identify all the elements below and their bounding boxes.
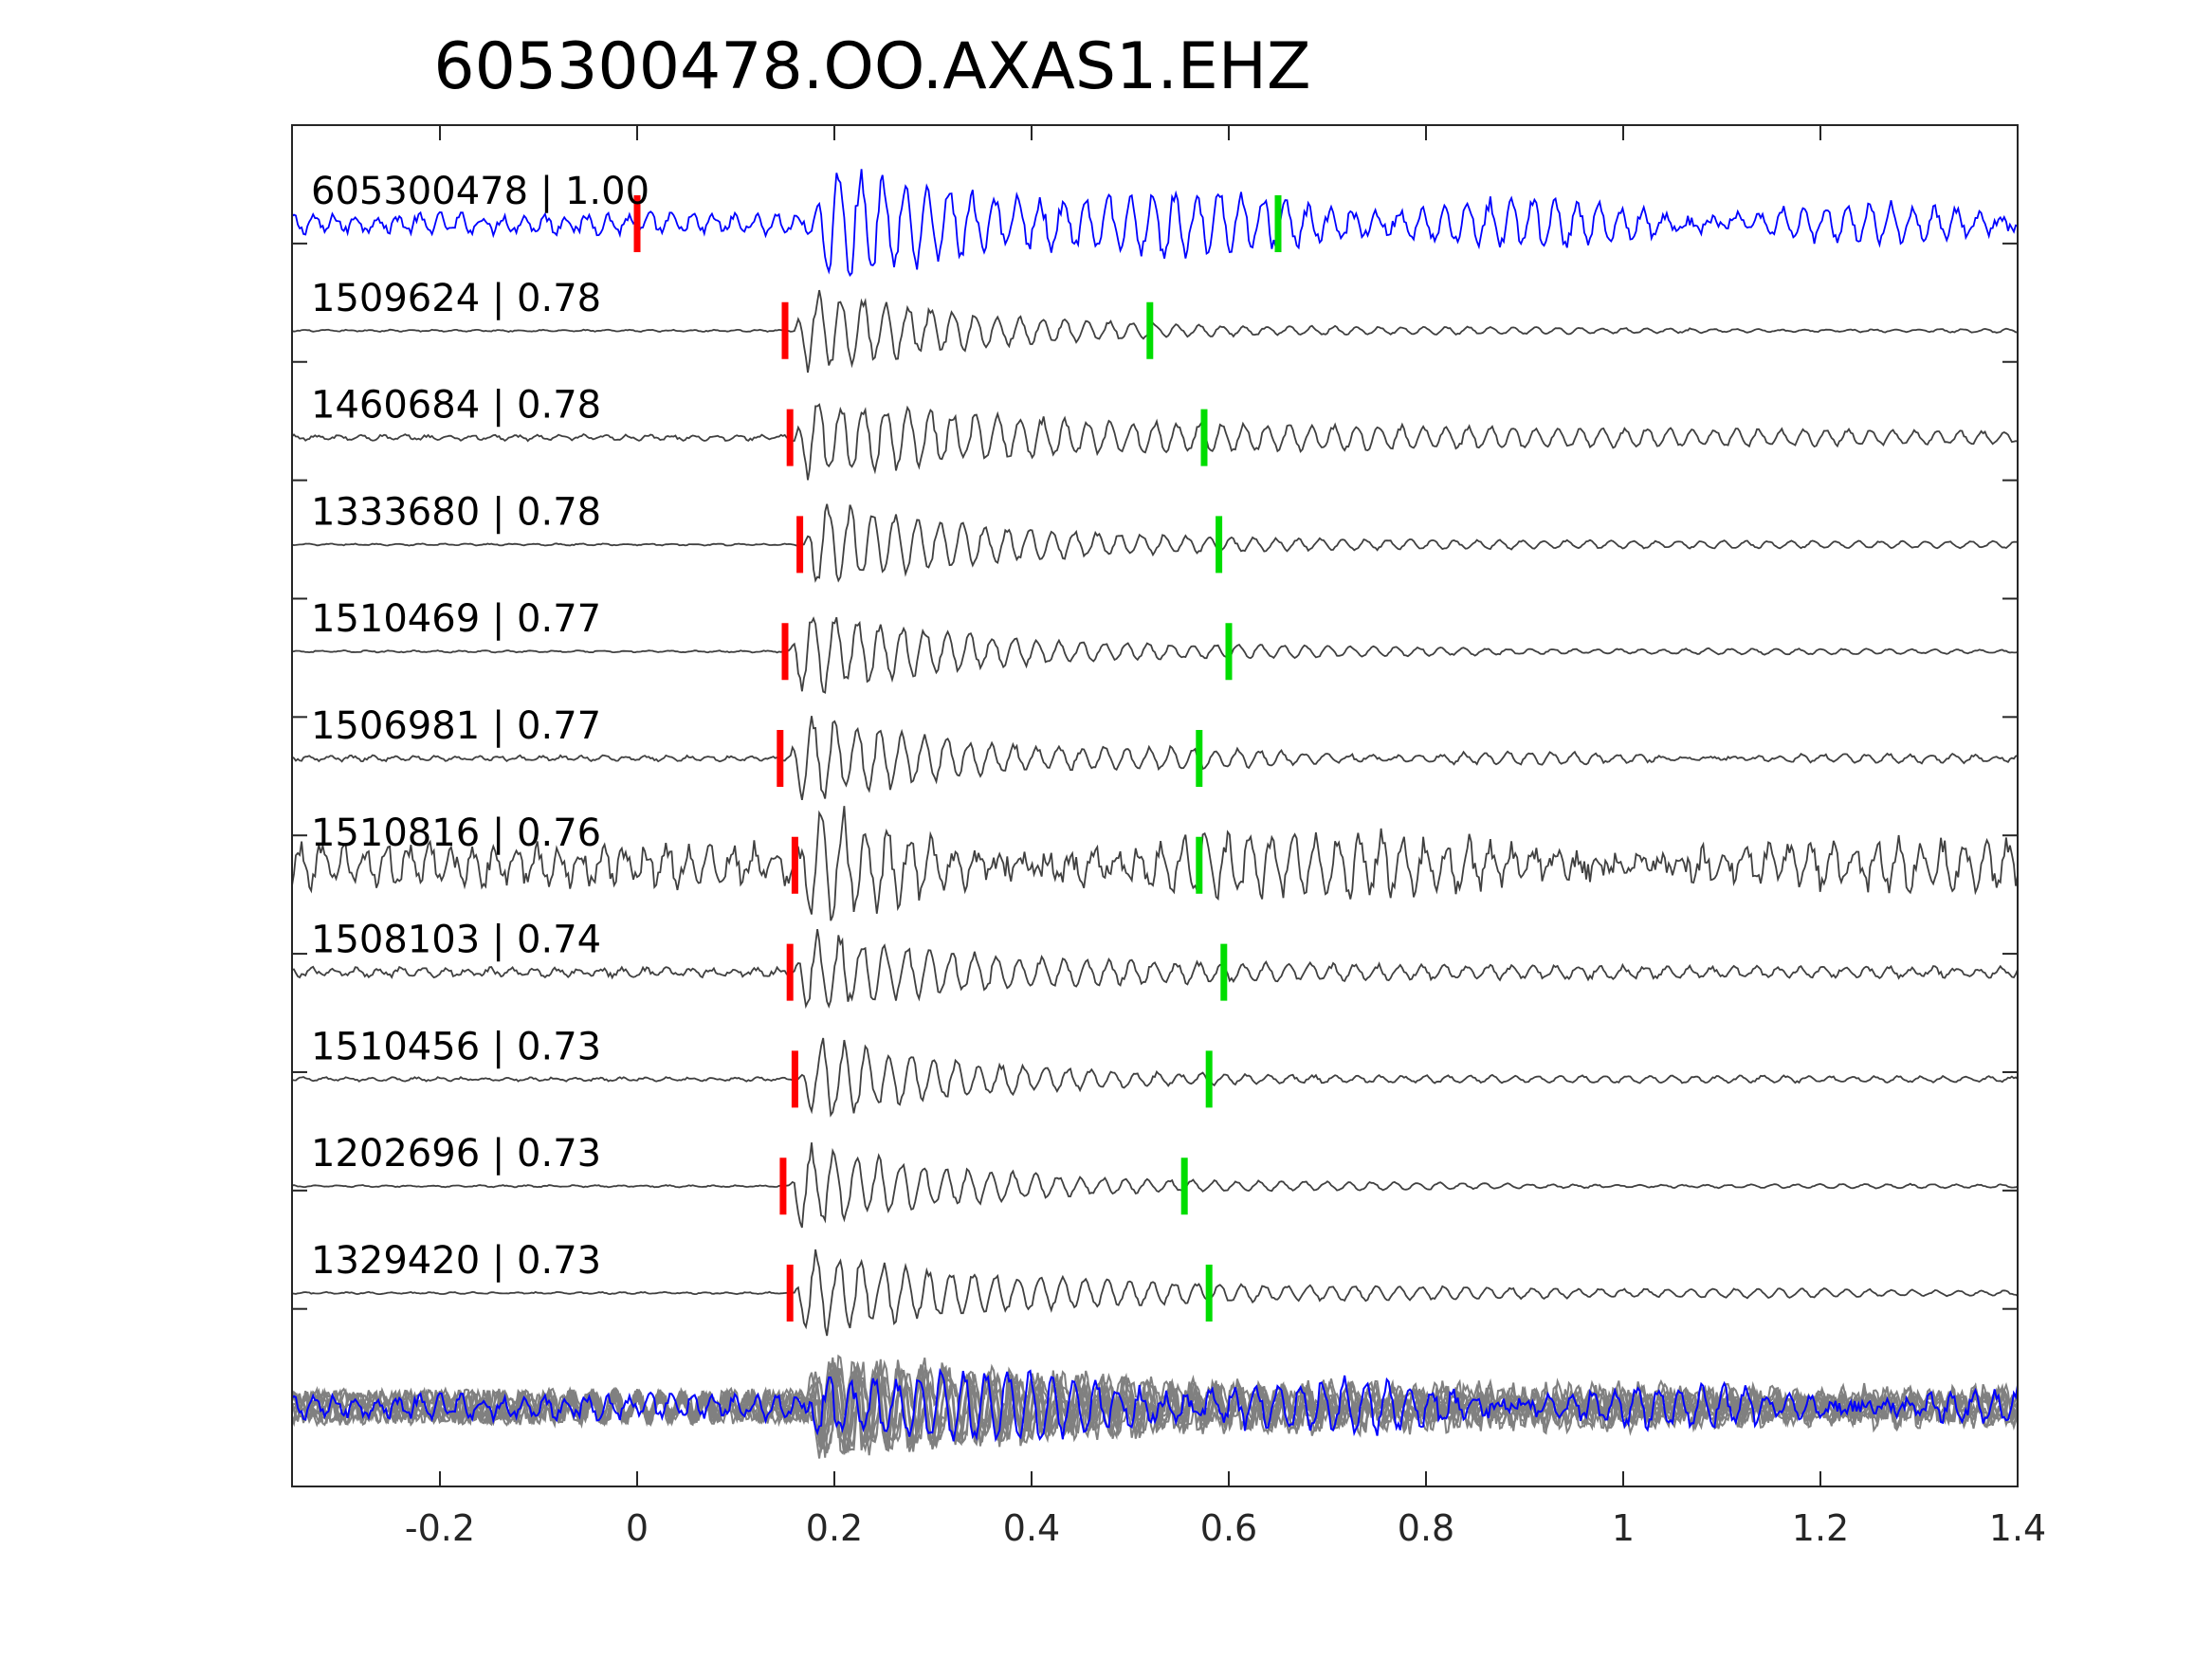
trace-label-1510456: 1510456 | 0.73 — [311, 1025, 601, 1068]
trace-label-1460684: 1460684 | 0.78 — [311, 384, 601, 428]
trace-label-1508103: 1508103 | 0.74 — [311, 919, 601, 962]
x-tick-label: 1 — [1612, 1507, 1635, 1549]
axes-box — [291, 124, 2019, 1487]
x-tick-label: 0 — [626, 1507, 649, 1549]
trace-label-1506981: 1506981 | 0.77 — [311, 704, 601, 748]
trace-line-1508103 — [292, 928, 2018, 1010]
trace-line-1506981 — [292, 716, 2018, 800]
chart-title: 605300478.OO.AXAS1.EHZ — [433, 29, 1310, 104]
trace-line-1202696 — [292, 1142, 2018, 1229]
x-tick-label: -0.2 — [405, 1507, 475, 1549]
axis-frame — [291, 124, 2019, 1487]
trace-line-1510816 — [292, 806, 2018, 921]
trace-line-1329420 — [292, 1249, 2018, 1337]
trace-line-1510469 — [292, 616, 2018, 694]
plot-area: 605300478 | 1.00 1509624 | 0.78 1460684 | … — [292, 169, 2018, 1459]
x-tick-label: 1.2 — [1792, 1507, 1849, 1549]
trace-label-1509624: 1509624 | 0.78 — [311, 277, 601, 320]
x-tick-label: 0.4 — [1003, 1507, 1060, 1549]
trace-label-1329420: 1329420 | 0.73 — [311, 1239, 601, 1283]
trace-label-1202696: 1202696 | 0.73 — [311, 1132, 601, 1176]
trace-label-1510816: 1510816 | 0.76 — [311, 811, 601, 855]
x-axis: -0.2 0 0.2 0.4 0.6 0.8 1 1.2 1.4 — [405, 125, 2046, 1549]
trace-label-605300478: 605300478 | 1.00 — [311, 170, 649, 213]
x-tick-label: 1.4 — [1989, 1507, 2046, 1549]
trace-line-1333680 — [292, 503, 2018, 583]
trace-label-1510469: 1510469 | 0.77 — [311, 597, 601, 641]
stack-trace-5 — [292, 1367, 2018, 1443]
trace-line-1509624 — [292, 289, 2018, 374]
trace-line-1460684 — [292, 403, 2018, 481]
stack-target-trace — [292, 1367, 2018, 1443]
x-tick-label: 0.2 — [806, 1507, 863, 1549]
x-tick-label: 0.8 — [1398, 1507, 1454, 1549]
trace-line-1510456 — [292, 1037, 2018, 1118]
x-tick-label: 0.6 — [1200, 1507, 1257, 1549]
trace-line-605300478 — [292, 169, 2018, 277]
trace-label-1333680: 1333680 | 0.78 — [311, 490, 601, 534]
